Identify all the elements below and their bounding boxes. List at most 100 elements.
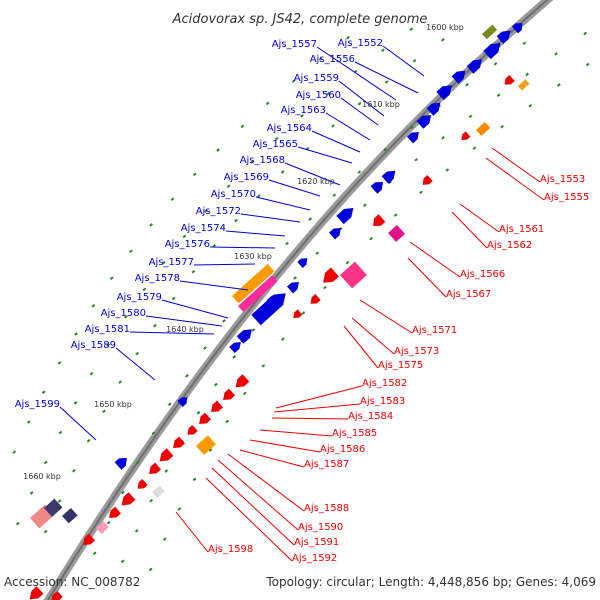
feature-block (95, 521, 109, 534)
gene-label[interactable]: Ajs_1560 (296, 90, 341, 101)
gene-label[interactable]: Ajs_1598 (208, 544, 253, 555)
gene-label[interactable]: Ajs_1584 (348, 411, 393, 422)
feature-block (340, 261, 367, 289)
gene-label[interactable]: Ajs_1556 (310, 54, 355, 65)
plus-strand-gene (451, 70, 466, 84)
gene-label[interactable]: Ajs_1589 (71, 340, 116, 351)
gene-label[interactable]: Ajs_1563 (281, 105, 326, 116)
gene-label[interactable]: Ajs_1570 (211, 189, 256, 200)
tick-mark (468, 114, 473, 119)
gene-label[interactable]: Ajs_1561 (499, 224, 544, 235)
tick-mark (41, 390, 46, 394)
leader-line (205, 477, 293, 562)
tick-mark (383, 147, 387, 152)
gene-label[interactable]: Ajs_1585 (332, 428, 377, 439)
minus-strand-gene (187, 425, 198, 435)
gene-label[interactable]: Ajs_1553 (540, 174, 585, 185)
gene-label[interactable]: Ajs_1588 (304, 503, 349, 514)
gene-label[interactable]: Ajs_1592 (292, 553, 337, 564)
gene-label[interactable]: Ajs_1573 (394, 346, 439, 357)
gene-label[interactable]: Ajs_1562 (487, 240, 532, 251)
leader-line (161, 299, 229, 319)
minus-strand-gene (211, 400, 224, 413)
minus-strand-gene (109, 506, 122, 519)
tick-mark (12, 450, 17, 454)
plus-strand-gene (336, 207, 354, 225)
gene-label[interactable]: Ajs_1582 (362, 378, 407, 389)
gene-label[interactable]: Ajs_1575 (378, 360, 423, 371)
gene-label[interactable]: Ajs_1557 (272, 39, 317, 50)
gene-label[interactable]: Ajs_1599 (15, 399, 60, 410)
tick-mark (29, 491, 34, 495)
gene-label[interactable]: Ajs_1564 (267, 123, 312, 134)
tick-mark (554, 52, 558, 56)
leader-line (354, 61, 419, 94)
tick-mark (216, 148, 220, 152)
tick-mark (204, 209, 208, 213)
gene-label[interactable]: Ajs_1586 (320, 444, 365, 455)
tick-mark (92, 551, 97, 556)
tick-mark (149, 223, 154, 227)
feature-block (43, 498, 63, 517)
tick-mark (142, 287, 147, 292)
kbp-label: 1600 kbp (426, 23, 464, 32)
gene-label[interactable]: Ajs_1591 (294, 537, 339, 548)
gene-label[interactable]: Ajs_1579 (117, 292, 162, 303)
gene-label[interactable]: Ajs_1572 (196, 206, 241, 217)
gene-label[interactable]: Ajs_1571 (412, 325, 457, 336)
gene-label[interactable]: Ajs_1578 (135, 273, 180, 284)
minus-strand-gene (223, 388, 236, 401)
tick-mark (149, 498, 154, 503)
tick-mark (191, 269, 196, 274)
gene-label[interactable]: Ajs_1552 (338, 38, 383, 49)
gene-label[interactable]: Ajs_1590 (298, 522, 343, 533)
gene-label[interactable]: Ajs_1568 (240, 155, 285, 166)
plus-strand-gene (466, 59, 482, 74)
minus-strand-gene (293, 309, 303, 319)
tick-mark (583, 31, 587, 36)
tick-mark (393, 213, 398, 217)
tick-mark (164, 469, 169, 473)
tick-mark (212, 243, 217, 248)
leader-line (284, 162, 341, 186)
feature-block (151, 485, 165, 498)
tick-mark (26, 420, 31, 424)
minus-strand-gene (149, 462, 162, 475)
leader-line (459, 203, 500, 233)
tick-mark (496, 93, 501, 98)
gene-label[interactable]: Ajs_1576 (165, 239, 210, 250)
tick-mark (250, 160, 254, 164)
leader-line (240, 213, 301, 223)
gene-label[interactable]: Ajs_1569 (224, 172, 269, 183)
gene-label[interactable]: Ajs_1565 (253, 139, 298, 150)
gene-label[interactable]: Ajs_1567 (446, 289, 491, 300)
leader-line (239, 449, 305, 468)
tick-mark (557, 83, 561, 87)
gene-label[interactable]: Ajs_1566 (460, 269, 505, 280)
gene-label[interactable]: Ajs_1580 (101, 308, 146, 319)
leader-line (225, 230, 286, 237)
minus-strand-gene (159, 448, 174, 462)
leader-line (179, 280, 249, 291)
tick-mark (43, 529, 48, 534)
leader-line (491, 147, 541, 183)
plus-strand-gene (251, 293, 286, 326)
tick-mark (120, 559, 125, 564)
kbp-label: 1630 kbp (234, 252, 272, 261)
gene-label[interactable]: Ajs_1555 (544, 192, 589, 203)
tick-mark (326, 91, 331, 96)
gene-label[interactable]: Ajs_1574 (181, 223, 226, 234)
tick-mark (208, 448, 213, 452)
tick-mark (300, 113, 304, 118)
tick-mark (441, 136, 445, 140)
tick-mark (500, 125, 504, 129)
gene-label[interactable]: Ajs_1587 (304, 459, 349, 470)
leader-line (316, 46, 397, 101)
tick-mark (170, 197, 175, 202)
gene-label[interactable]: Ajs_1559 (294, 73, 339, 84)
gene-label[interactable]: Ajs_1583 (360, 396, 405, 407)
gene-label[interactable]: Ajs_1577 (149, 257, 194, 268)
leader-line (340, 97, 379, 126)
leader-line (59, 406, 97, 441)
gene-label[interactable]: Ajs_1581 (85, 324, 130, 335)
